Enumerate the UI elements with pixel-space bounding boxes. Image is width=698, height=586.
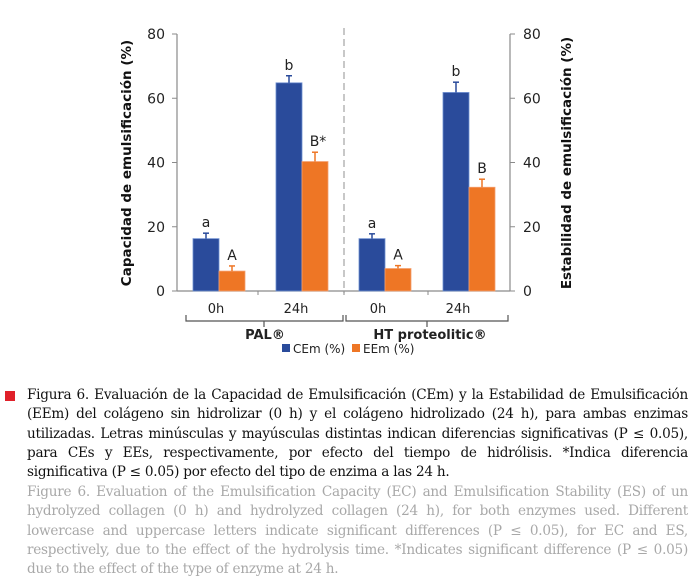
significance-label: A — [393, 248, 403, 264]
significance-label: A — [227, 248, 237, 264]
significance-label: b — [285, 58, 294, 74]
caption-english: Figure 6. Evaluation of the Emulsificati… — [27, 484, 688, 578]
left-tick-label: 0 — [156, 284, 165, 300]
significance-label: b — [452, 64, 461, 80]
group-bracket — [185, 315, 344, 327]
right-axis-title: Estabilidad de emulsificación (%) — [559, 37, 575, 289]
bar-chart: 0 0 20 20 40 40 60 60 80 80 Capacidad de emulsific… — [119, 27, 575, 356]
bar-eem — [384, 268, 412, 292]
bar-cem — [358, 238, 386, 292]
right-tick-label: 40 — [523, 156, 541, 172]
bar-eem — [301, 161, 329, 292]
significance-label: a — [202, 215, 211, 231]
right-tick-label: 0 — [523, 284, 532, 300]
right-tick-label: 60 — [523, 91, 541, 107]
group-bracket — [345, 315, 509, 327]
bar-eem — [468, 186, 496, 292]
significance-label: B* — [310, 134, 327, 150]
left-axis-title: Capacidad de emulsificación (%) — [119, 40, 135, 286]
significance-label: B — [477, 161, 487, 177]
left-tick-label: 80 — [147, 27, 165, 43]
bar-cem — [192, 238, 220, 292]
legend-label: CEm (%) — [293, 342, 345, 356]
group-label: HT proteolitic® — [373, 328, 486, 343]
legend-swatch — [282, 344, 290, 352]
caption-marker — [5, 391, 15, 401]
left-tick-label: 40 — [147, 156, 165, 172]
x-category-label: 0h — [370, 302, 387, 317]
group-label: PAL® — [245, 328, 285, 343]
left-tick-label: 60 — [147, 91, 165, 107]
left-tick-label: 20 — [147, 220, 165, 236]
x-category-label: 24h — [284, 302, 309, 317]
bar-cem — [275, 82, 303, 292]
caption-spanish: Figura 6. Evaluación de la Capacidad de … — [27, 387, 688, 481]
x-category-label: 0h — [208, 302, 225, 317]
bar-eem — [218, 270, 246, 292]
right-tick-label: 80 — [523, 27, 541, 43]
bar-cem — [442, 92, 470, 292]
significance-label: a — [368, 216, 377, 232]
x-category-label: 24h — [446, 302, 471, 317]
legend-swatch — [352, 344, 360, 352]
right-tick-label: 20 — [523, 220, 541, 236]
legend-label: EEm (%) — [363, 342, 414, 356]
